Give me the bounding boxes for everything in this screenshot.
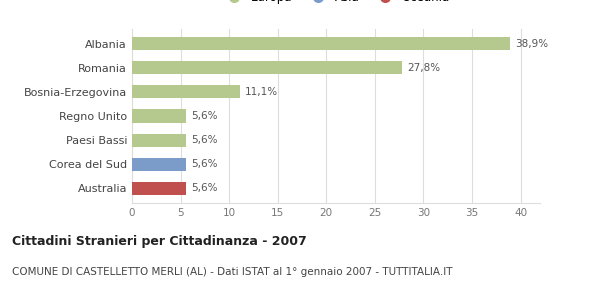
- Text: 5,6%: 5,6%: [191, 135, 218, 145]
- Bar: [132, 158, 187, 171]
- Legend: Europa, Asia, Oceania: Europa, Asia, Oceania: [217, 0, 455, 9]
- Text: 27,8%: 27,8%: [407, 63, 440, 73]
- Bar: [132, 133, 187, 147]
- Bar: [132, 61, 402, 74]
- Text: 5,6%: 5,6%: [191, 159, 218, 169]
- Text: COMUNE DI CASTELLETTO MERLI (AL) - Dati ISTAT al 1° gennaio 2007 - TUTTITALIA.IT: COMUNE DI CASTELLETTO MERLI (AL) - Dati …: [12, 267, 452, 277]
- Bar: [132, 37, 510, 50]
- Text: Cittadini Stranieri per Cittadinanza - 2007: Cittadini Stranieri per Cittadinanza - 2…: [12, 235, 307, 248]
- Bar: [132, 85, 240, 99]
- Text: 5,6%: 5,6%: [191, 111, 218, 121]
- Bar: [132, 109, 187, 123]
- Text: 38,9%: 38,9%: [515, 39, 548, 48]
- Bar: [132, 182, 187, 195]
- Text: 11,1%: 11,1%: [245, 87, 278, 97]
- Text: 5,6%: 5,6%: [191, 184, 218, 193]
